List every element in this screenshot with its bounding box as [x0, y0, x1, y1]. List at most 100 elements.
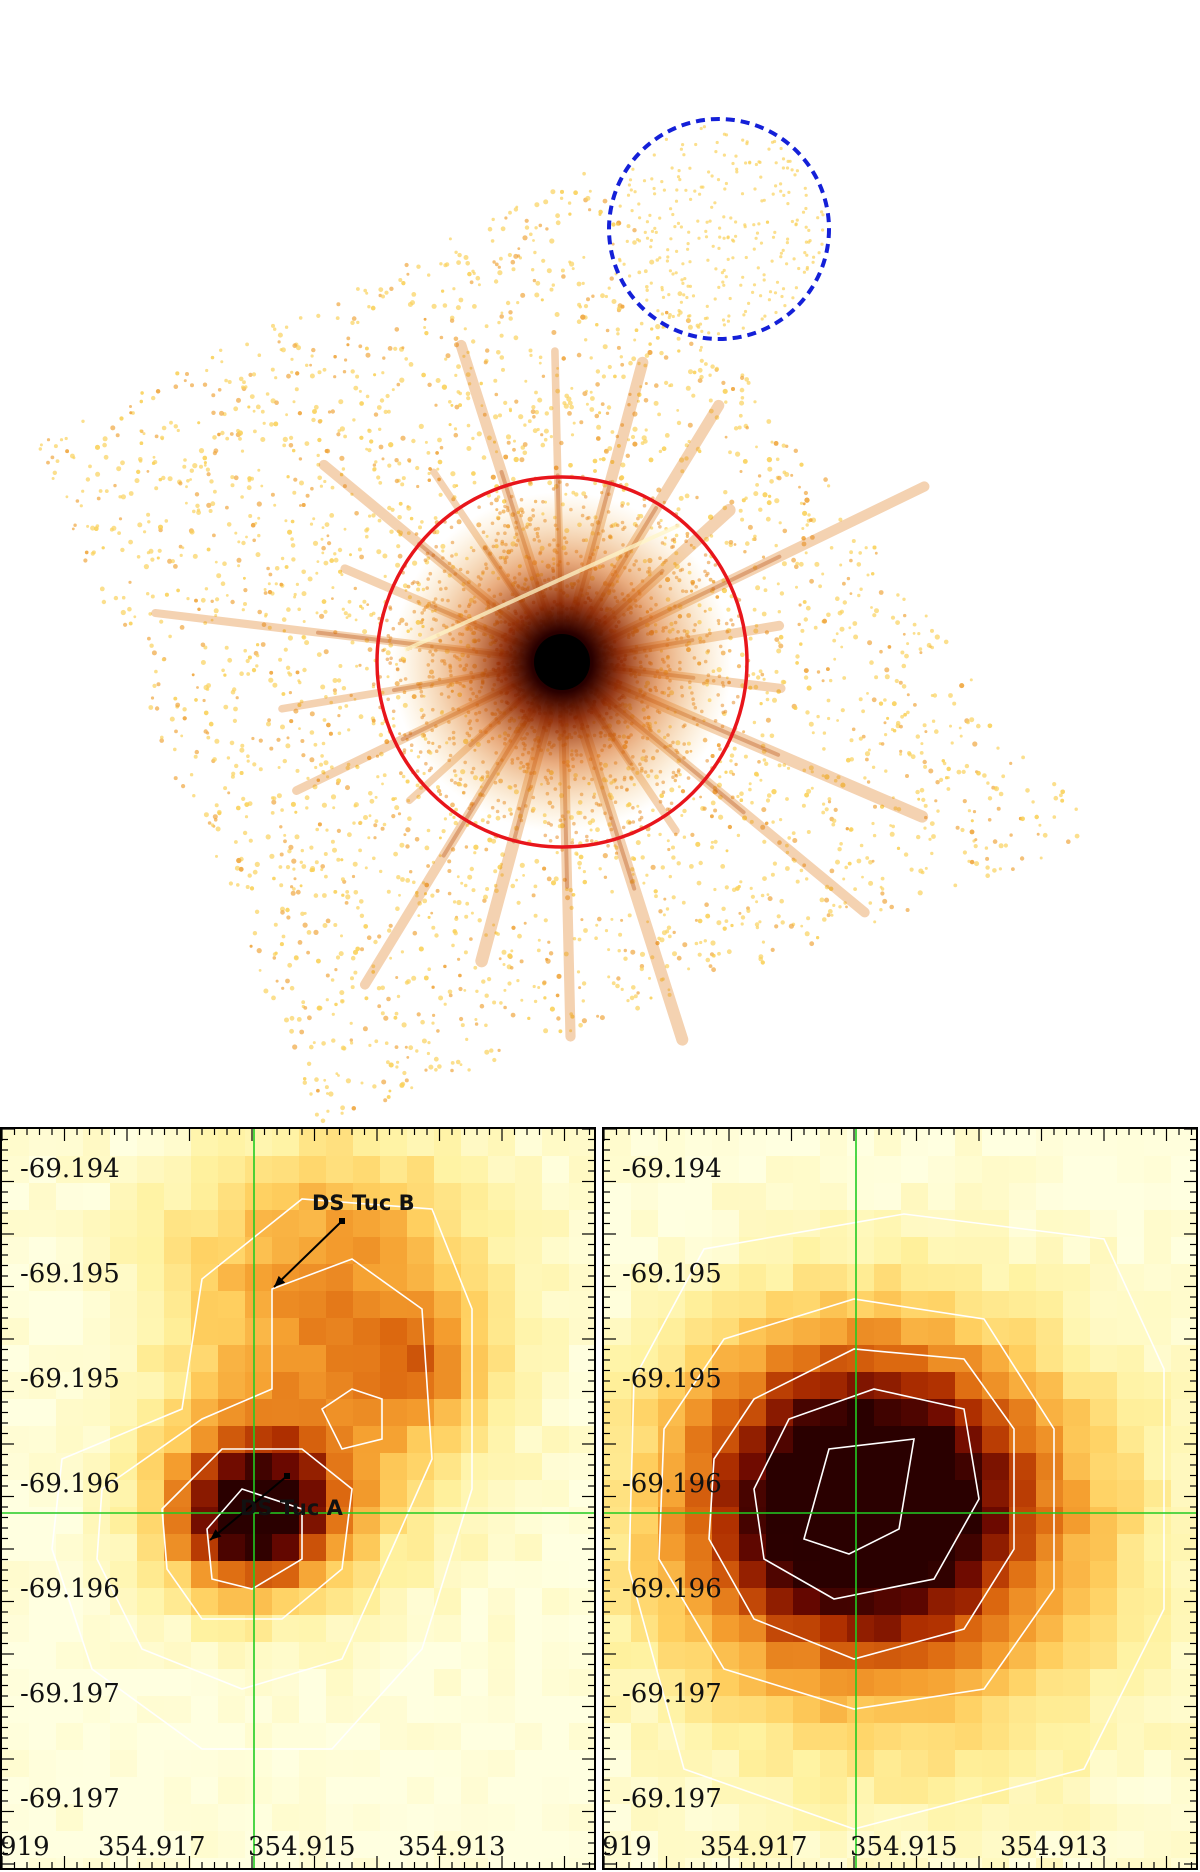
image-pixel: [326, 1372, 354, 1400]
image-pixel: [191, 1669, 219, 1697]
image-pixel: [847, 1831, 875, 1859]
image-pixel: [982, 1831, 1010, 1859]
image-pixel: [793, 1318, 821, 1346]
image-pixel: [874, 1129, 902, 1157]
image-pixel: [820, 1642, 848, 1670]
image-pixel: [874, 1615, 902, 1643]
image-pixel: [407, 1507, 435, 1535]
image-pixel: [407, 1291, 435, 1319]
image-pixel: [407, 1264, 435, 1292]
image-pixel: [407, 1858, 435, 1868]
image-pixel: [631, 1669, 659, 1697]
image-pixel: [164, 1750, 192, 1778]
image-pixel: [793, 1183, 821, 1211]
image-pixel: [901, 1453, 929, 1481]
image-pixel: [982, 1264, 1010, 1292]
image-pixel: [1171, 1696, 1196, 1724]
image-pixel: [793, 1372, 821, 1400]
xray-event-image: [38, 117, 1080, 1124]
image-pixel: [191, 1777, 219, 1805]
image-pixel: [434, 1480, 462, 1508]
image-pixel: [739, 1129, 767, 1157]
image-pixel: [515, 1615, 543, 1643]
image-pixel: [83, 1183, 111, 1211]
image-pixel: [488, 1183, 516, 1211]
image-pixel: [604, 1858, 632, 1868]
image-pixel: [631, 1156, 659, 1184]
image-pixel: [928, 1507, 956, 1535]
image-pixel: [847, 1291, 875, 1319]
image-pixel: [326, 1318, 354, 1346]
source-region-circle[interactable]: [375, 475, 749, 849]
image-pixel: [712, 1372, 740, 1400]
image-pixel: [928, 1696, 956, 1724]
image-pixel: [658, 1372, 686, 1400]
image-pixel: [1009, 1750, 1037, 1778]
image-pixel: [272, 1291, 300, 1319]
image-pixel: [56, 1183, 84, 1211]
image-pixel: [820, 1156, 848, 1184]
image-pixel: [272, 1588, 300, 1616]
image-pixel: [515, 1588, 543, 1616]
image-pixel: [326, 1453, 354, 1481]
dec-tick-label: -69.195: [20, 1364, 120, 1394]
image-pixel: [29, 1615, 57, 1643]
image-pixel: [434, 1723, 462, 1751]
image-pixel: [488, 1480, 516, 1508]
image-pixel: [2, 1804, 30, 1832]
image-pixel: [245, 1561, 273, 1589]
image-pixel: [1063, 1318, 1091, 1346]
image-pixel: [901, 1183, 929, 1211]
image-pixel: [488, 1561, 516, 1589]
image-pixel: [1144, 1210, 1172, 1238]
image-pixel: [353, 1237, 381, 1265]
image-pixel: [1144, 1588, 1172, 1616]
background-region-circle[interactable]: [607, 117, 831, 341]
dec-tick-label: -69.195: [20, 1259, 120, 1289]
image-pixel: [542, 1642, 570, 1670]
image-pixel: [83, 1237, 111, 1265]
image-pixel: [1063, 1642, 1091, 1670]
image-pixel: [604, 1615, 632, 1643]
image-pixel: [766, 1588, 794, 1616]
image-pixel: [766, 1723, 794, 1751]
image-pixel: [793, 1426, 821, 1454]
image-pixel: [110, 1858, 138, 1868]
image-pixel: [1036, 1534, 1064, 1562]
image-pixel: [847, 1183, 875, 1211]
image-pixel: [1036, 1696, 1064, 1724]
image-pixel: [569, 1615, 594, 1643]
image-pixel: [631, 1750, 659, 1778]
image-pixel: [739, 1750, 767, 1778]
image-pixel: [110, 1561, 138, 1589]
image-pixel: [218, 1642, 246, 1670]
image-pixel: [407, 1723, 435, 1751]
image-pixel: [1090, 1831, 1118, 1859]
image-pixel: [164, 1129, 192, 1157]
image-pixel: [2, 1615, 30, 1643]
image-pixel: [83, 1480, 111, 1508]
image-pixel: [712, 1156, 740, 1184]
image-pixel: [299, 1426, 327, 1454]
image-pixel: [353, 1453, 381, 1481]
image-pixel: [299, 1183, 327, 1211]
image-pixel: [1090, 1804, 1118, 1832]
image-pixel: [631, 1804, 659, 1832]
image-pixel: [793, 1237, 821, 1265]
image-pixel: [326, 1426, 354, 1454]
image-pixel: [542, 1777, 570, 1805]
image-pixel: [928, 1588, 956, 1616]
image-pixel: [1171, 1237, 1196, 1265]
image-pixel: [847, 1372, 875, 1400]
image-pixel: [1009, 1723, 1037, 1751]
image-pixel: [955, 1534, 983, 1562]
image-pixel: [488, 1750, 516, 1778]
ra-tick-label: 354.915: [248, 1832, 356, 1862]
image-pixel: [631, 1453, 659, 1481]
image-pixel: [712, 1615, 740, 1643]
source-label-ds-tuc-a: DS Tuc A: [240, 1496, 343, 1520]
image-pixel: [874, 1156, 902, 1184]
image-pixel: [685, 1426, 713, 1454]
image-pixel: [272, 1345, 300, 1373]
image-pixel: [658, 1642, 686, 1670]
